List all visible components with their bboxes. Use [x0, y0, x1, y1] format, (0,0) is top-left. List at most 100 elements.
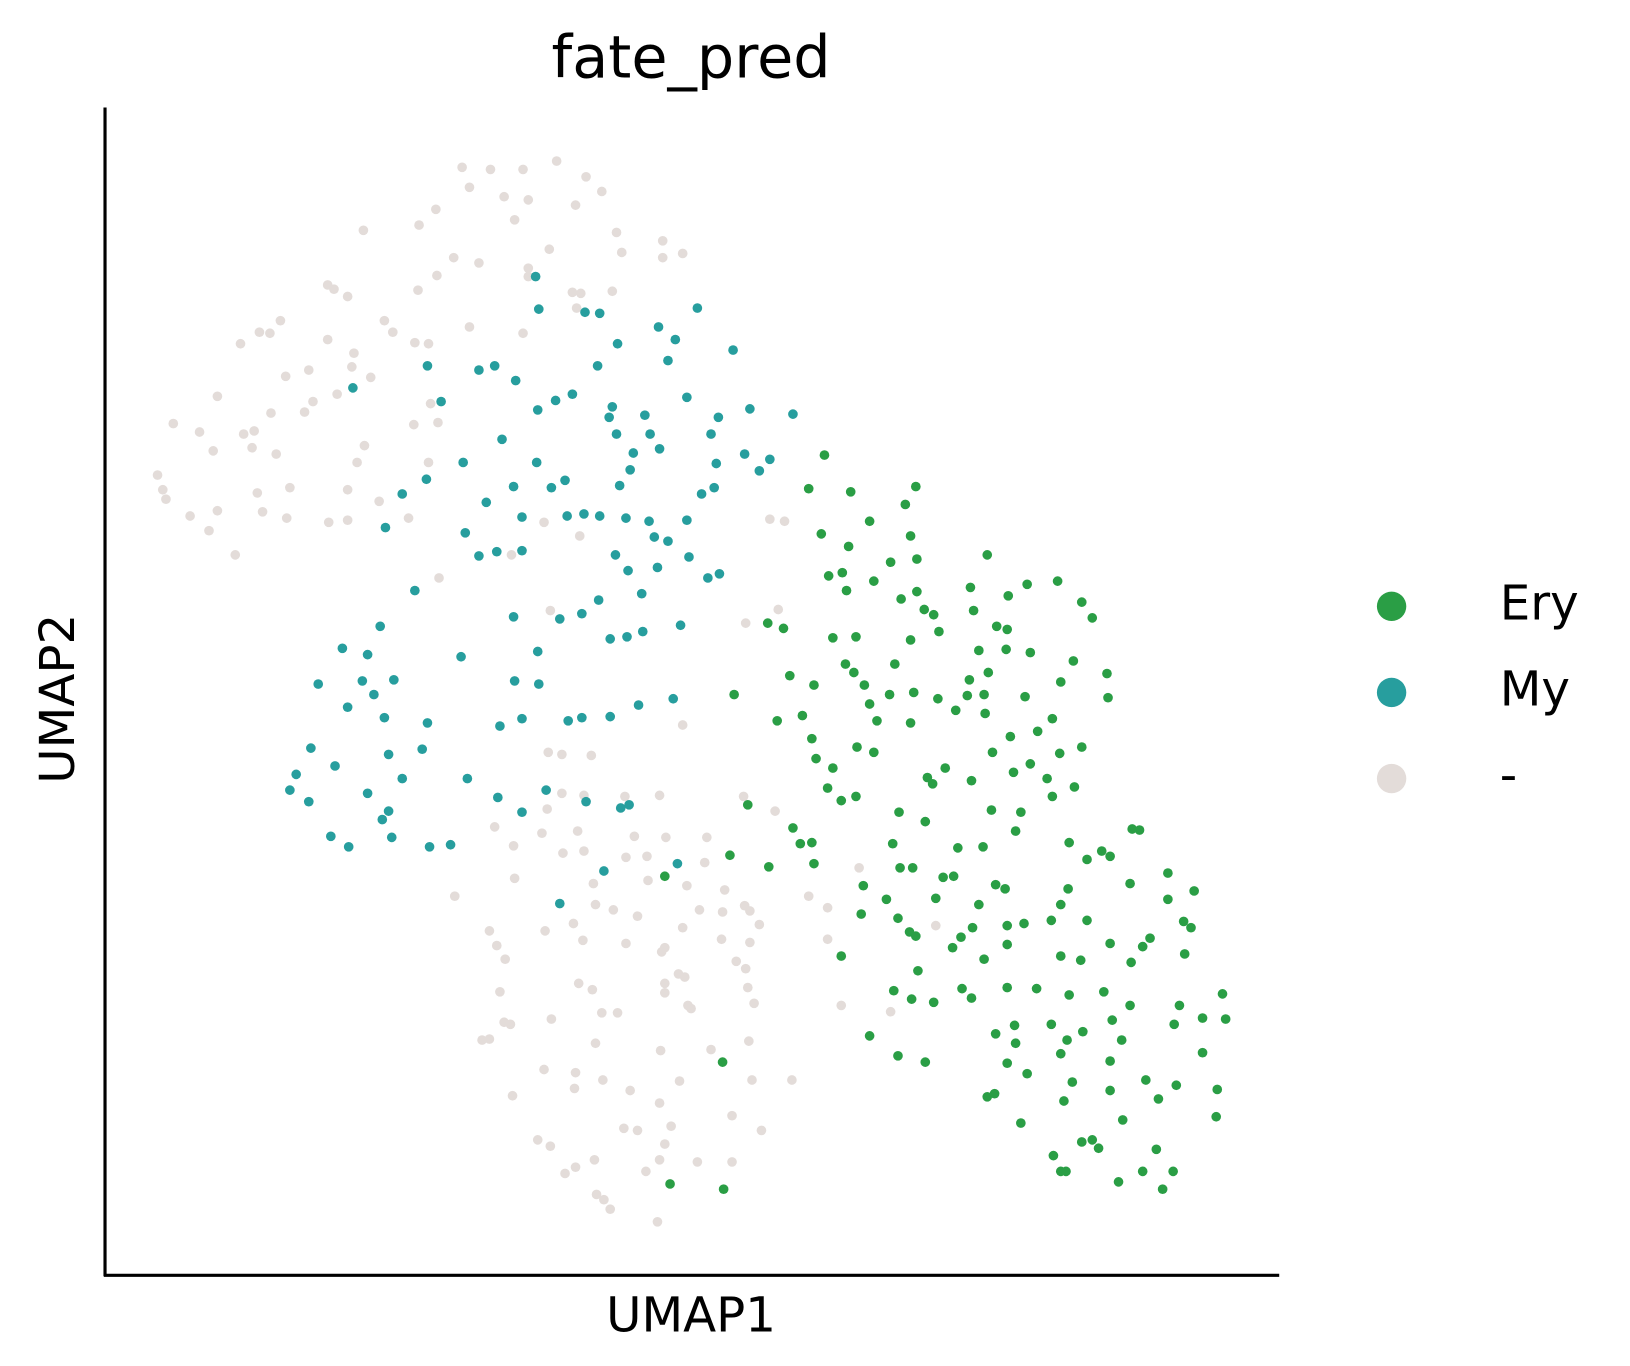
point	[893, 913, 903, 924]
point	[864, 516, 875, 527]
point	[1105, 1056, 1115, 1066]
point	[982, 1091, 993, 1102]
point	[417, 744, 428, 754]
point	[546, 482, 557, 493]
point	[1087, 1135, 1098, 1145]
point	[1010, 826, 1021, 836]
point	[872, 715, 882, 726]
point	[1002, 624, 1013, 635]
point	[1067, 1077, 1078, 1087]
point	[905, 635, 916, 645]
point	[742, 799, 753, 810]
point	[342, 515, 353, 526]
point	[359, 440, 370, 451]
point	[727, 1157, 737, 1167]
point	[408, 419, 419, 430]
point	[905, 718, 916, 728]
point	[518, 328, 528, 339]
point	[423, 338, 434, 349]
point	[628, 448, 639, 458]
point	[383, 749, 394, 760]
point	[864, 699, 875, 709]
point	[672, 858, 683, 869]
point	[238, 429, 249, 439]
point	[682, 515, 692, 526]
point	[990, 879, 1001, 890]
point	[1076, 1137, 1087, 1147]
point	[1171, 1080, 1182, 1091]
point	[1002, 939, 1013, 950]
point	[632, 911, 643, 921]
point	[633, 700, 644, 710]
point	[560, 475, 570, 486]
point	[913, 965, 923, 976]
point	[809, 858, 819, 869]
point	[754, 466, 765, 476]
point	[357, 676, 368, 686]
point	[1137, 1166, 1148, 1177]
point	[1077, 1026, 1088, 1037]
point	[709, 482, 720, 493]
point	[352, 457, 362, 468]
point	[623, 565, 633, 576]
point	[431, 204, 441, 215]
point	[580, 307, 590, 318]
point	[152, 470, 163, 480]
point	[575, 288, 586, 299]
point	[608, 905, 619, 915]
point	[859, 680, 870, 690]
point	[663, 355, 673, 366]
point	[599, 866, 609, 876]
point	[1117, 1115, 1128, 1125]
point	[342, 291, 353, 302]
point	[742, 982, 753, 993]
point	[285, 482, 295, 493]
point	[506, 550, 517, 560]
point	[895, 863, 905, 873]
point	[540, 926, 550, 936]
point	[414, 220, 424, 230]
point	[668, 693, 679, 704]
point	[836, 1000, 847, 1011]
point	[590, 1038, 601, 1049]
point	[928, 609, 939, 620]
point	[581, 796, 591, 807]
point	[421, 474, 432, 485]
point	[1134, 825, 1145, 835]
point	[605, 634, 616, 644]
point	[252, 488, 263, 498]
point	[343, 842, 354, 852]
point	[657, 252, 668, 263]
point	[285, 785, 295, 795]
point	[677, 720, 688, 730]
point	[1098, 986, 1109, 997]
point	[654, 1098, 665, 1108]
point	[247, 442, 257, 453]
point	[484, 1034, 495, 1044]
point	[706, 429, 716, 439]
point	[1047, 791, 1058, 802]
point	[322, 334, 333, 345]
point	[894, 807, 904, 818]
point	[509, 676, 520, 686]
point	[763, 861, 774, 872]
point	[545, 1141, 556, 1151]
point	[1055, 899, 1066, 910]
point	[953, 843, 963, 853]
point	[636, 588, 647, 599]
point	[919, 604, 930, 615]
point	[659, 1139, 670, 1149]
point	[912, 586, 922, 597]
point	[967, 922, 978, 933]
point	[632, 1125, 643, 1136]
point	[659, 978, 670, 989]
point	[477, 1035, 487, 1045]
point	[313, 679, 324, 689]
point	[754, 919, 765, 930]
chart-title: fate_pred	[552, 22, 831, 91]
point	[807, 733, 817, 744]
point	[1186, 922, 1196, 933]
point	[432, 270, 442, 281]
point	[773, 604, 784, 615]
